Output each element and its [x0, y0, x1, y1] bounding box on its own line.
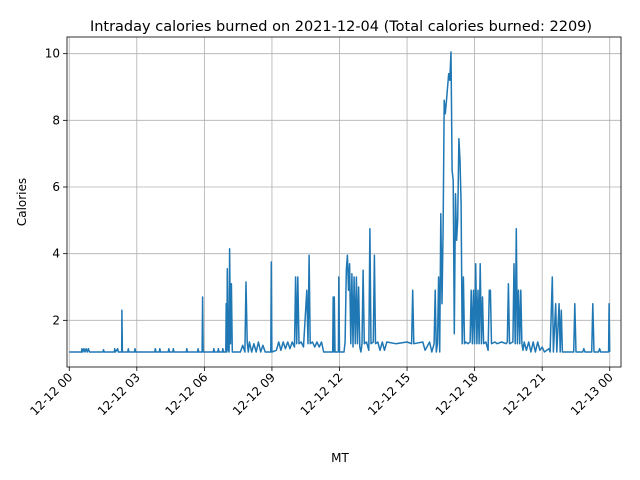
y-tick-label: 2 [52, 313, 60, 327]
x-tick-label: 12-12 12 [298, 370, 346, 418]
plot-frame [66, 36, 622, 368]
grid [67, 37, 621, 367]
x-tick-label: 12-12 09 [230, 370, 278, 418]
x-tick-label: 12-12 06 [162, 370, 210, 418]
y-tick-label: 10 [45, 47, 60, 61]
y-tick-label: 4 [52, 247, 60, 261]
x-tick-label: 12-13 00 [568, 370, 616, 418]
x-tick-label: 12-12 03 [95, 370, 143, 418]
x-tick-label: 12-12 15 [365, 370, 413, 418]
x-axis-label: MT [331, 451, 349, 465]
x-tick-label: 12-12 21 [500, 370, 548, 418]
axis-ticks: 12-12 00 12-12 03 12-12 06 12-12 09 12-12 12… [27, 47, 616, 419]
y-tick-label: 8 [52, 113, 60, 127]
y-tick-label: 6 [52, 180, 60, 194]
x-tick-label: 12-12 18 [433, 370, 481, 418]
calories-series-line [69, 51, 611, 353]
x-tick-label: 12-12 00 [27, 370, 75, 418]
y-axis-label: Calories [15, 178, 29, 226]
series-layer [69, 51, 611, 353]
chart-title: Intraday calories burned on 2021-12-04 (… [90, 19, 592, 35]
